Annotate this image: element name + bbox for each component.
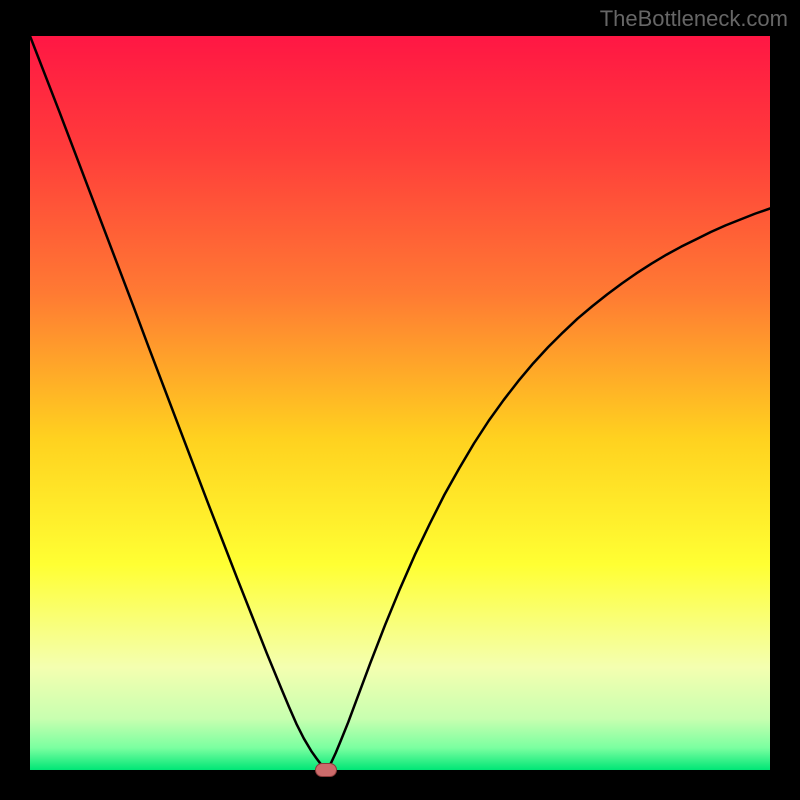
minimum-marker (315, 763, 337, 777)
plot-svg (30, 36, 770, 770)
gradient-background (30, 36, 770, 770)
watermark-text: TheBottleneck.com (600, 6, 788, 32)
chart-root: TheBottleneck.com (0, 0, 800, 800)
plot-area (30, 36, 770, 770)
